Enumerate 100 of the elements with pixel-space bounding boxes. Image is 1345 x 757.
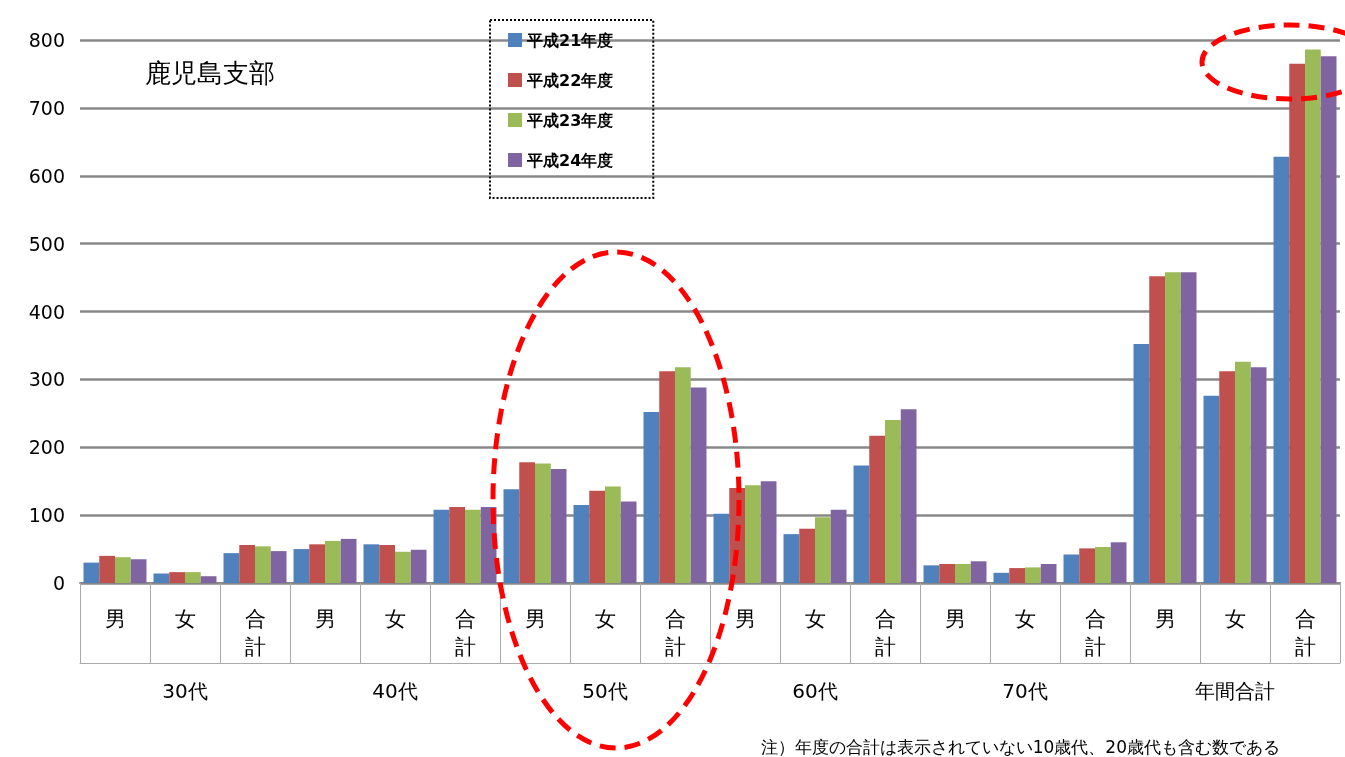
x-tick-label: 女	[1014, 607, 1036, 631]
bar	[659, 371, 675, 583]
legend-label: 平成24年度	[526, 150, 614, 170]
y-tick-label: 200	[28, 436, 65, 459]
bar	[535, 463, 551, 583]
bar	[449, 506, 465, 583]
bar	[1250, 367, 1267, 583]
bar	[1219, 371, 1235, 583]
x-tick-label: 合計	[1084, 607, 1106, 659]
bar	[239, 544, 255, 583]
y-tick-label: 800	[28, 29, 65, 51]
bar	[99, 555, 115, 583]
x-tick-label: 男	[944, 607, 966, 631]
x-tick-label: 女	[1224, 607, 1246, 631]
bar	[620, 501, 637, 583]
x-tick-label: 女	[174, 607, 196, 631]
bar	[1203, 395, 1220, 583]
bar	[643, 411, 660, 583]
y-tick-label: 500	[28, 232, 65, 255]
text: 年間合計	[1195, 679, 1275, 703]
bar	[255, 546, 271, 583]
y-tick-label: 300	[28, 368, 65, 391]
bar	[1110, 542, 1127, 583]
x-tick-label: 合計	[1294, 607, 1316, 659]
bar	[993, 572, 1010, 583]
bar	[869, 435, 885, 583]
bar	[970, 561, 987, 583]
text: 70代	[1002, 679, 1048, 703]
bar	[130, 559, 147, 583]
x-tick-label: 女	[804, 607, 826, 631]
bar	[1289, 63, 1305, 583]
bar	[519, 462, 535, 583]
y-tick-label: 0	[52, 572, 65, 594]
legend-label: 平成22年度	[526, 70, 614, 90]
text: 60代	[792, 679, 838, 703]
x-tick-label: 合計	[874, 607, 896, 659]
x-tick-label: 男	[1154, 607, 1176, 631]
bar	[690, 387, 707, 583]
bar	[115, 557, 131, 583]
bar	[815, 517, 831, 583]
x-tick-label: 男	[314, 607, 336, 631]
bar	[223, 553, 240, 583]
bar	[675, 367, 691, 583]
bar	[433, 509, 450, 583]
y-tick-label: 700	[28, 96, 65, 119]
bar	[760, 481, 777, 583]
text: 鹿児島支部	[145, 58, 275, 88]
bar	[589, 490, 605, 583]
bar	[885, 420, 901, 583]
bar	[713, 513, 730, 583]
x-tick-label: 合計	[244, 607, 266, 659]
text: 30代	[162, 679, 208, 703]
bar	[83, 562, 100, 583]
y-tick-label: 600	[28, 164, 65, 187]
bar	[1079, 548, 1095, 583]
bar	[185, 572, 201, 583]
x-tick-label: 合計	[664, 607, 686, 659]
text: 40代	[372, 679, 418, 703]
bar	[1165, 272, 1181, 583]
bar	[363, 544, 380, 583]
x-tick-label: 男	[524, 607, 546, 631]
bar	[340, 538, 357, 583]
bar	[923, 565, 940, 583]
bar	[799, 528, 815, 583]
bar	[900, 409, 917, 583]
x-tick-label: 女	[594, 607, 616, 631]
bar	[939, 564, 955, 583]
x-tick-label: 合計	[454, 607, 476, 659]
text: 50代	[582, 679, 628, 703]
bar	[1009, 568, 1025, 583]
bar	[395, 551, 411, 583]
legend-label: 平成23年度	[526, 110, 614, 130]
x-tick-label: 男	[734, 607, 756, 631]
bar	[1095, 547, 1111, 583]
bar	[465, 509, 481, 583]
bar	[853, 465, 870, 583]
bar	[1320, 56, 1337, 583]
bar	[1025, 567, 1041, 583]
bar	[783, 534, 800, 583]
bar	[830, 509, 847, 583]
bar	[745, 485, 761, 583]
y-tick-label: 100	[28, 504, 65, 527]
bar	[1040, 564, 1057, 583]
bar	[1180, 272, 1197, 583]
bar	[169, 572, 185, 583]
bar	[503, 489, 520, 583]
bar	[410, 549, 427, 583]
text: 注）年度の合計は表示されていない10歳代、20歳代も含む数である	[760, 736, 1280, 757]
bar	[153, 573, 170, 583]
y-tick-label: 400	[28, 300, 65, 323]
bar	[605, 486, 621, 583]
bar	[1305, 49, 1321, 583]
bar	[270, 551, 287, 583]
bar	[309, 544, 325, 583]
bar	[1133, 344, 1150, 583]
bar	[325, 540, 341, 583]
x-tick-label: 女	[384, 607, 406, 631]
bar	[379, 544, 395, 583]
bar	[1149, 276, 1165, 583]
bar	[293, 549, 310, 583]
